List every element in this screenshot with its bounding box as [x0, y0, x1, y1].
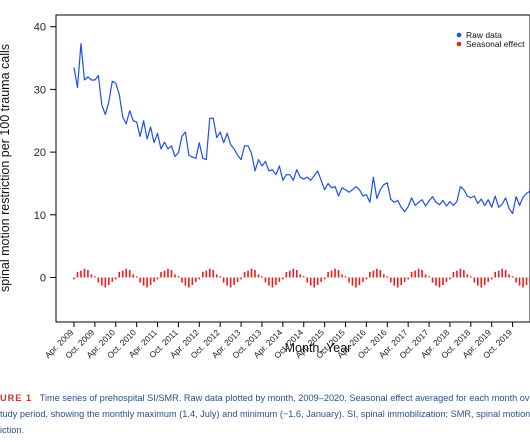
raw-data-line: [73, 43, 530, 215]
y-tick-label: 0: [40, 273, 46, 285]
caption-figure-label: URE 1: [0, 393, 33, 403]
plot-frame: [55, 14, 530, 323]
legend-marker-seasonal: [456, 41, 462, 47]
legend: Raw data Seasonal effect: [456, 30, 525, 49]
caption-line-3: iction.: [0, 425, 25, 435]
raw-data-series: [73, 43, 530, 215]
y-tick-label: 20: [34, 147, 46, 159]
legend-label-seasonal: Seasonal effect: [466, 39, 525, 49]
caption-line-2: tudy period, showing the monthly maximum…: [0, 409, 530, 419]
legend-label-raw: Raw data: [466, 30, 502, 40]
y-tick-label: 40: [34, 22, 46, 34]
y-tick-label: 30: [34, 84, 46, 96]
y-axis: 0 10 20 30 40: [34, 22, 56, 285]
legend-marker-raw: [456, 32, 462, 38]
caption-text-1: Time series of prehospital SI/SMR. Raw d…: [39, 393, 530, 403]
y-tick-label: 10: [34, 210, 46, 222]
y-axis-title: spinal motion restriction per 100 trauma…: [0, 44, 12, 292]
x-axis-title: Month. Year: [285, 341, 352, 355]
figure-caption: URE 1 Time series of prehospital SI/SMR.…: [0, 390, 530, 438]
seasonal-effect-series: [73, 268, 530, 288]
caption-line-1: URE 1 Time series of prehospital SI/SMR.…: [0, 390, 530, 406]
